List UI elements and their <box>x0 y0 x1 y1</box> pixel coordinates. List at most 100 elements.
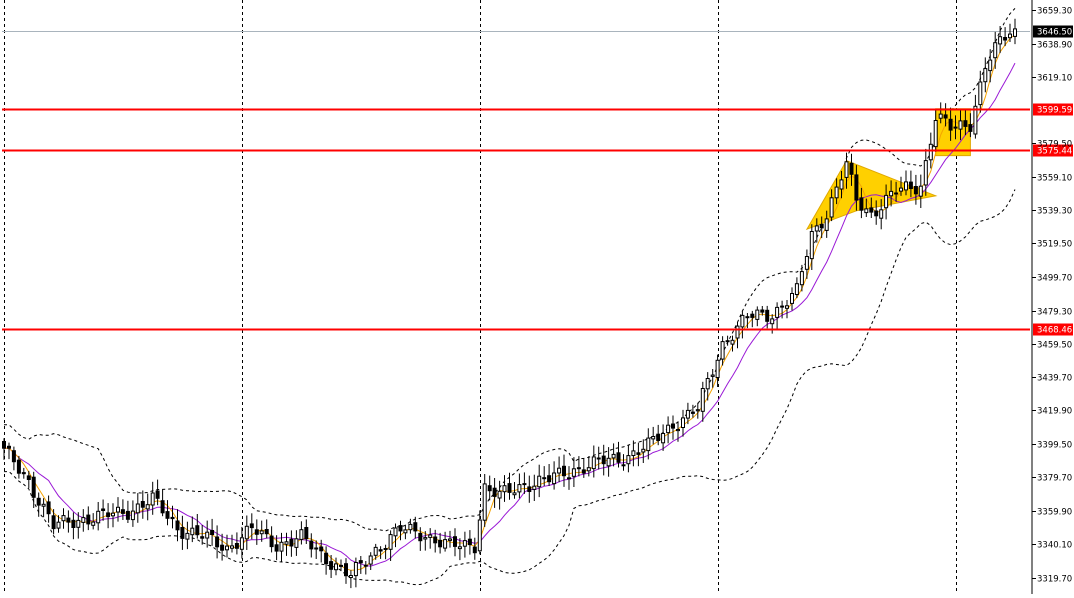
candle <box>581 458 586 478</box>
candle <box>948 107 953 141</box>
candle-body <box>467 538 472 546</box>
candle-body <box>487 485 492 492</box>
candle <box>324 546 329 575</box>
candle-body <box>804 256 809 270</box>
candle-body <box>596 457 601 460</box>
candle-body <box>324 552 329 565</box>
candle <box>794 277 799 299</box>
candle-body <box>973 105 978 135</box>
candle-body <box>334 563 338 571</box>
candle-body <box>130 510 135 521</box>
level-price-label: 3599.59 <box>1037 106 1072 116</box>
candle <box>111 503 115 528</box>
candle <box>933 108 938 152</box>
candle-body <box>81 517 86 523</box>
candle <box>586 456 591 477</box>
candle-body <box>150 492 155 506</box>
candle-body <box>309 540 314 550</box>
candle-body <box>462 540 467 547</box>
candle <box>135 493 140 523</box>
y-tick-label: 3539.30 <box>1037 207 1072 217</box>
candle <box>646 428 651 460</box>
candle <box>988 49 993 83</box>
candle-body <box>329 561 334 570</box>
candle <box>725 335 730 346</box>
candle-body <box>819 223 824 229</box>
candle-body <box>790 293 794 304</box>
current-price-label: 3646.50 <box>1037 28 1072 38</box>
candle <box>829 189 834 222</box>
candle <box>106 503 111 529</box>
candle-body <box>552 472 557 485</box>
candle-body <box>428 534 433 538</box>
current-price-tag <box>1033 25 1073 38</box>
y-tick-label: 3379.70 <box>1037 474 1072 484</box>
candle-body <box>249 523 254 529</box>
candle-body <box>7 445 11 449</box>
candle-body <box>576 467 581 470</box>
candle-body <box>908 181 913 190</box>
candle <box>378 546 383 559</box>
candle-body <box>656 433 661 442</box>
y-tick-label: 3659.30 <box>1037 7 1072 17</box>
candle <box>200 525 205 545</box>
candle-body <box>339 564 343 567</box>
candle <box>398 520 403 541</box>
candle-body <box>344 563 348 577</box>
y-tick-label: 3439.70 <box>1037 374 1072 384</box>
candle <box>804 249 809 279</box>
candle <box>339 559 343 572</box>
candle-body <box>482 483 487 521</box>
candle <box>780 300 785 319</box>
candle-body <box>453 536 457 547</box>
candle-body <box>814 225 819 232</box>
candle <box>180 515 185 550</box>
candle <box>56 515 61 533</box>
level-price-label: 3468.46 <box>1037 326 1072 336</box>
candle <box>517 473 522 499</box>
candle-body <box>383 548 388 550</box>
candle <box>353 557 358 588</box>
y-tick-label: 3619.10 <box>1037 74 1072 84</box>
candle <box>279 532 284 563</box>
candle <box>705 372 710 401</box>
candle-body <box>457 546 462 550</box>
price-axis[interactable]: 3599.59 3575.44 3468.46 3659.30 3638.90 3619.… <box>1031 0 1073 594</box>
candle <box>938 102 943 124</box>
candle <box>96 502 101 531</box>
candle-body <box>140 501 145 508</box>
candle-body <box>735 325 740 339</box>
candle <box>319 539 324 563</box>
candle <box>160 489 165 517</box>
candle <box>2 438 6 460</box>
candle-body <box>998 36 1003 45</box>
candle-body <box>418 532 423 542</box>
candle <box>299 521 304 545</box>
candle <box>923 148 928 196</box>
candle <box>448 530 452 548</box>
candle-body <box>86 514 91 525</box>
candle-body <box>46 501 51 515</box>
candle <box>418 527 423 551</box>
candle-body <box>215 536 220 548</box>
candle <box>834 178 839 205</box>
candle <box>195 514 200 539</box>
candle-body <box>750 313 755 318</box>
candle <box>41 498 46 518</box>
candle-body <box>681 417 685 428</box>
candle <box>968 113 973 138</box>
candle <box>908 170 913 198</box>
candle-body <box>611 453 616 459</box>
candle <box>755 306 760 327</box>
candle-body <box>448 538 452 541</box>
candle-body <box>398 525 403 532</box>
candle-body <box>780 305 785 308</box>
candle-body <box>606 457 611 467</box>
candle-body <box>879 209 884 219</box>
candle <box>715 354 720 387</box>
candle <box>824 210 829 238</box>
candle-body <box>264 529 269 535</box>
candle-body <box>676 429 680 432</box>
